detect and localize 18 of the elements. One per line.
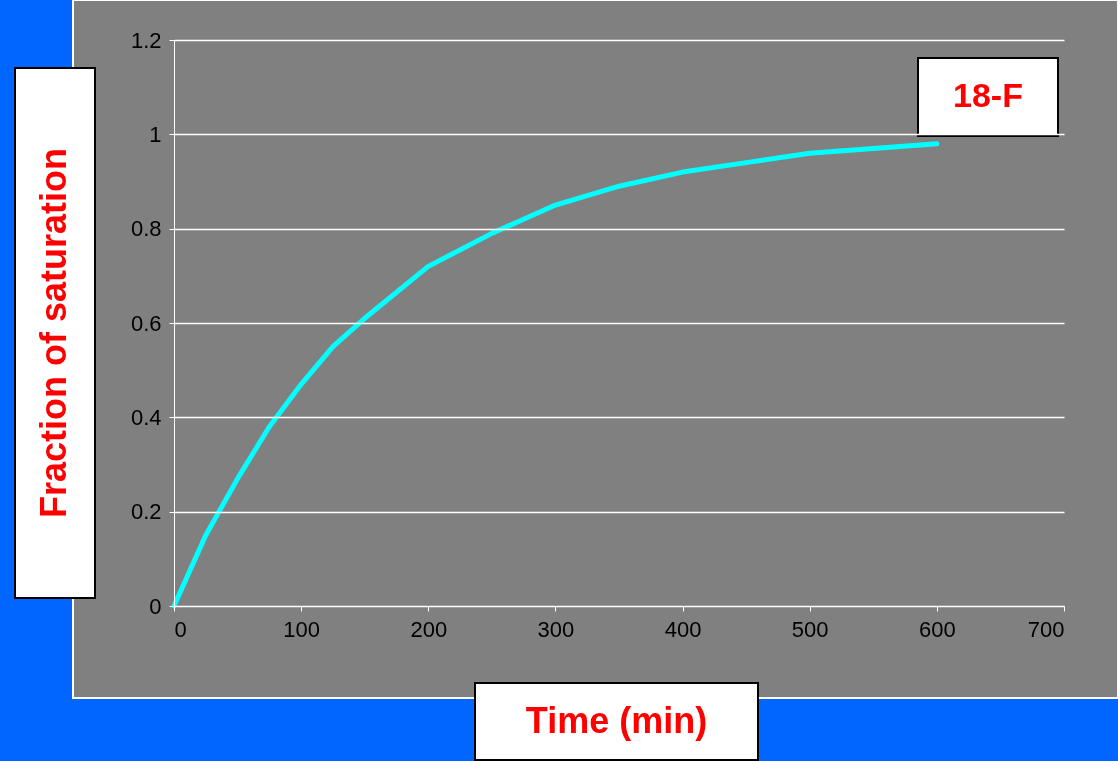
- x-tick-label: 100: [283, 616, 320, 642]
- x-tick-label: 600: [919, 616, 956, 642]
- y-axis-title: Fraction of saturation: [33, 147, 74, 519]
- x-tick-label: 0: [174, 616, 187, 642]
- y-tick-label: 0: [149, 593, 162, 619]
- x-tick-label: 400: [664, 616, 702, 642]
- y-tick-label: 0.4: [130, 404, 162, 430]
- x-tick-label: 300: [537, 616, 575, 642]
- x-tick-label: 200: [410, 616, 448, 642]
- x-tick-label: 500: [791, 616, 829, 642]
- x-tick-label: 700: [1027, 616, 1065, 642]
- y-tick-label: 1.2: [130, 27, 162, 53]
- x-axis-title: Time (min): [525, 699, 708, 741]
- y-tick-label: 0.2: [130, 499, 162, 525]
- y-tick-label: 0.8: [130, 216, 162, 242]
- y-tick-label: 0.6: [130, 310, 162, 336]
- y-tick-label: 1: [149, 121, 162, 147]
- series-label: 18-F: [953, 76, 1023, 114]
